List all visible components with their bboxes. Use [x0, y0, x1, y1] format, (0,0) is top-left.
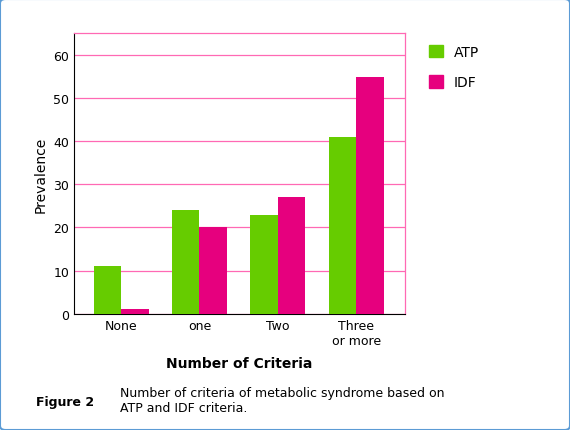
Bar — [356, 77, 384, 314]
Bar — [93, 267, 121, 314]
Bar — [250, 215, 278, 314]
Bar — [121, 310, 149, 314]
Text: Figure 2: Figure 2 — [36, 396, 95, 408]
X-axis label: Number of Criteria: Number of Criteria — [166, 356, 312, 370]
Bar — [278, 198, 305, 314]
Bar — [172, 211, 199, 314]
Text: Number of criteria of metabolic syndrome based on
ATP and IDF criteria.: Number of criteria of metabolic syndrome… — [120, 386, 444, 414]
Y-axis label: Prevalence: Prevalence — [34, 136, 48, 212]
Legend: ATP, IDF: ATP, IDF — [425, 41, 483, 94]
Bar — [329, 138, 356, 314]
Bar — [200, 228, 227, 314]
